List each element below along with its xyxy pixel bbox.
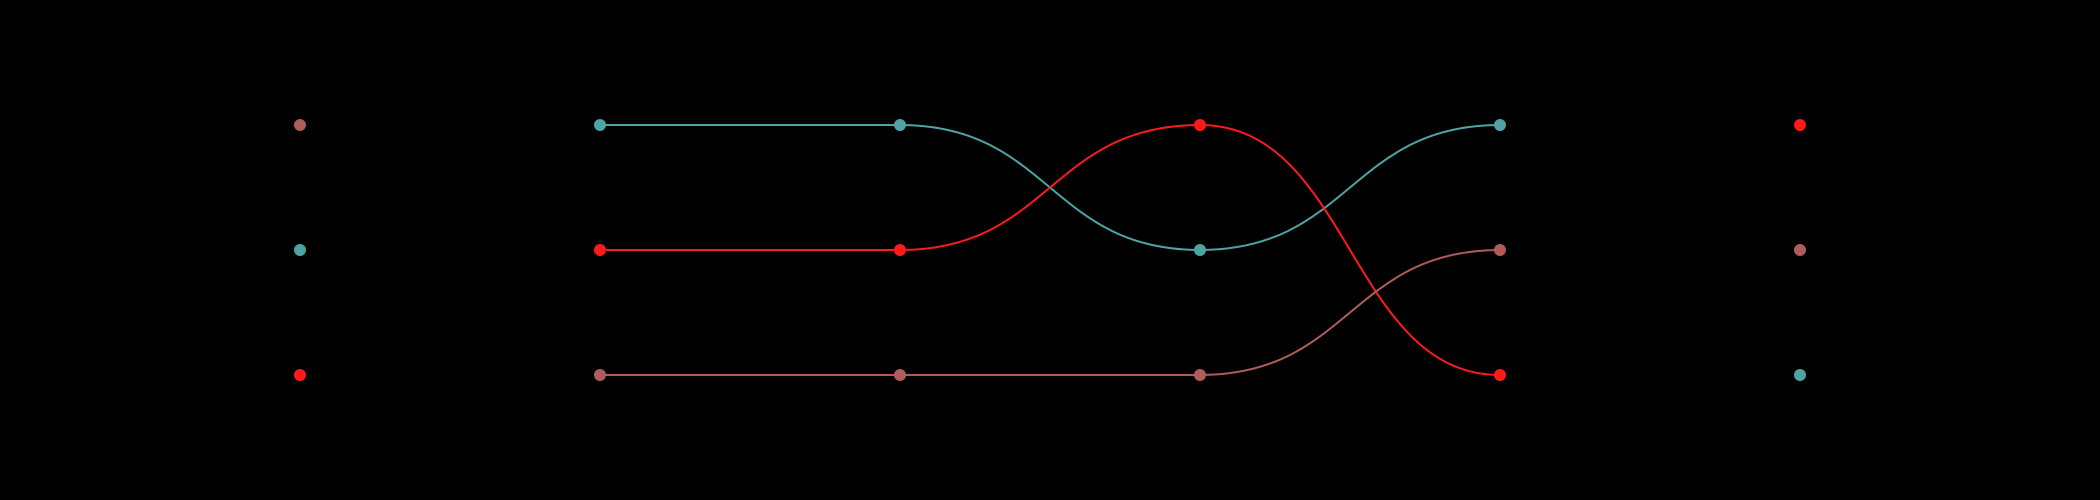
series-2-point-3 [894,244,906,256]
series-1-point-1 [294,244,306,256]
series-2-point-1 [294,369,306,381]
series-3-point-6 [1794,244,1806,256]
series-line-3 [600,249,1501,377]
series-3-point-2 [594,369,606,381]
series-3-point-5 [1494,244,1506,256]
series-1-point-3 [894,119,906,131]
series-2-point-4 [1194,119,1206,131]
series-3-point-1 [294,119,306,131]
series-1-point-2 [594,119,606,131]
series-1-point-5 [1494,119,1506,131]
series-1-point-6 [1794,369,1806,381]
series-2-point-6 [1794,119,1806,131]
series-line-2 [599,123,1501,376]
series-3-point-3 [894,369,906,381]
series-points [294,119,1806,381]
series-1-point-4 [1194,244,1206,256]
series-2-point-5 [1494,369,1506,381]
series-2-point-2 [594,244,606,256]
series-lines [599,123,1501,377]
series-3-point-4 [1194,369,1206,381]
series-line-1 [600,123,1501,252]
